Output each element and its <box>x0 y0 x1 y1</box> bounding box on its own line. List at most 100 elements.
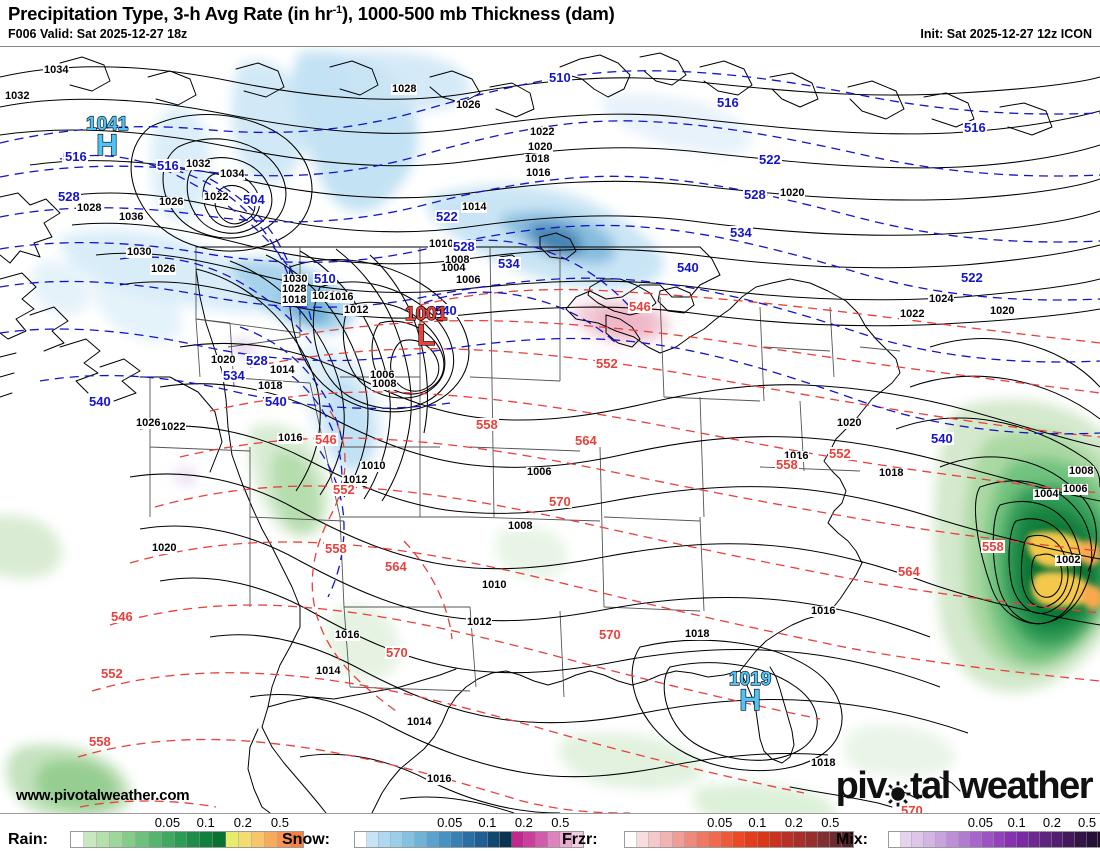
page-title: Precipitation Type, 3-h Avg Rate (in hr-… <box>8 3 615 25</box>
legend-swatch <box>161 832 175 847</box>
thickness-label-cold: 522 <box>435 209 459 224</box>
thickness-label-warm: 558 <box>475 417 499 432</box>
legend-swatch <box>912 832 924 847</box>
legend-swatch <box>213 832 227 847</box>
legend-swatch <box>697 832 710 847</box>
legend-swatch <box>993 832 1006 847</box>
isobar-label: 1006 <box>369 369 396 381</box>
legend-swatch <box>290 832 303 847</box>
legend-colorbar-snow[interactable] <box>354 831 584 848</box>
isobar-label: 1020 <box>836 417 863 429</box>
legend-swatch <box>889 832 901 847</box>
legend-swatch <box>499 832 512 847</box>
legend-tick-frzr: 0.2 <box>784 815 803 830</box>
header: Precipitation Type, 3-h Avg Rate (in hr-… <box>0 0 1100 46</box>
isobar-label: 1030 <box>282 273 309 285</box>
thickness-label-cold: 534 <box>729 225 753 240</box>
isobar-label: 1016 <box>525 167 552 179</box>
legend-swatch <box>487 832 500 847</box>
thickness-warm-layer <box>77 288 1100 814</box>
legend-swatch <box>187 832 201 847</box>
isobar-label: 1016 <box>334 629 361 641</box>
legend-swatch <box>265 832 278 847</box>
legend-swatch <box>1098 832 1100 847</box>
legend-tick-snow: 0.2 <box>514 815 533 830</box>
isobar-label: 1012 <box>343 304 370 316</box>
isobar-label: 1034 <box>43 64 70 76</box>
isobar-label: 1026 <box>455 99 482 111</box>
valid-time-label: F006 Valid: Sat 2025-12-27 18z <box>8 27 188 41</box>
thickness-label-cold: 528 <box>743 187 767 202</box>
pressure-marker-high-1019: 1019 H <box>728 669 771 716</box>
thickness-label-cold: 516 <box>716 95 740 110</box>
legend-group-mix: Mix: 0.05 0.1 0.2 0.5 <box>836 814 1100 851</box>
legend-swatch <box>935 832 948 847</box>
legend-tick-snow: 0.05 <box>437 815 463 830</box>
isobar-label: 1028 <box>391 83 418 95</box>
isobar-label: 1026 <box>150 263 177 275</box>
legend-tick-snow: 0.1 <box>478 815 497 830</box>
legend-tick-rain: 0.05 <box>154 815 181 830</box>
legend-swatch <box>1051 832 1064 847</box>
legend-label-rain: Rain: <box>8 831 48 848</box>
legend-swatch <box>649 832 662 847</box>
legend-group-frzr: Frzr: 0.05 0.1 0.2 0.5 <box>562 814 858 851</box>
legend-swatch <box>900 832 913 847</box>
legend-tick-frzr: 0.05 <box>707 815 733 830</box>
legend-swatch <box>721 832 734 847</box>
legend-swatch <box>1063 832 1075 847</box>
legend-swatch <box>379 832 392 847</box>
legend-colorbar-frzr[interactable] <box>624 831 854 848</box>
thickness-label-cold: 510 <box>548 70 572 85</box>
isobar-label: 1030 <box>126 246 153 258</box>
legend-swatch <box>1040 832 1052 847</box>
legend-swatch <box>673 832 686 847</box>
legend-swatch <box>122 832 136 847</box>
legend-swatch <box>733 832 746 847</box>
thickness-label-cold: 540 <box>434 303 458 318</box>
legend-tick-mix: 0.1 <box>1007 815 1026 830</box>
thickness-label-cold: 516 <box>963 120 987 135</box>
legend-swatch <box>793 832 806 847</box>
legend-swatch <box>200 832 214 847</box>
isobar-label: 1016 <box>328 291 355 303</box>
legend-swatch <box>355 832 368 847</box>
brand-name-right: tal weather <box>909 765 1094 807</box>
thickness-label-cold: 516 <box>156 158 180 173</box>
thickness-label-warm: 570 <box>385 645 409 660</box>
legend-swatch <box>403 832 416 847</box>
precip-core-layer <box>1027 531 1100 610</box>
legend-swatch <box>1075 832 1087 847</box>
pressure-marker-high-1041: 1041 H <box>85 114 128 161</box>
isobar-label: 1018 <box>810 757 837 769</box>
legend-swatch <box>1005 832 1017 847</box>
legend-label-mix: Mix: <box>836 831 868 848</box>
legend-swatch <box>439 832 452 847</box>
thickness-label-cold: 528 <box>452 239 476 254</box>
legend-tick-rain: 0.2 <box>233 815 252 830</box>
legend-swatch <box>841 832 853 847</box>
isobar-label: 1020 <box>151 542 178 554</box>
thickness-label-warm: 570 <box>598 627 622 642</box>
isobar-label: 1012 <box>342 474 369 486</box>
isobar-label: 1006 <box>455 274 482 286</box>
map-canvas[interactable]: 1034 1032 1026 1028 1036 1032 1034 1022 1030 1026… <box>0 46 1100 814</box>
isobar-label: 1008 <box>1068 465 1095 477</box>
legend-swatch <box>958 832 971 847</box>
thickness-label-cold: 540 <box>264 394 288 409</box>
legend-swatch <box>1016 832 1029 847</box>
isobar-label: 1022 <box>203 191 230 203</box>
isobar-label: 1020 <box>311 290 338 302</box>
isobar-label: 1028 <box>76 202 103 214</box>
thickness-label-warm: 546 <box>314 432 338 447</box>
legend-swatch <box>709 832 722 847</box>
legend-colorbar-rain[interactable] <box>70 831 304 848</box>
isobar-label: 1028 <box>281 283 308 295</box>
legend-swatch <box>427 832 440 847</box>
isobar-label: 1014 <box>315 665 342 677</box>
legend-colorbar-mix[interactable] <box>888 831 1100 848</box>
thickness-label-warm: 552 <box>100 666 124 681</box>
legend-swatch <box>661 832 674 847</box>
legend-swatch <box>96 832 110 847</box>
legend-swatch <box>239 832 253 847</box>
